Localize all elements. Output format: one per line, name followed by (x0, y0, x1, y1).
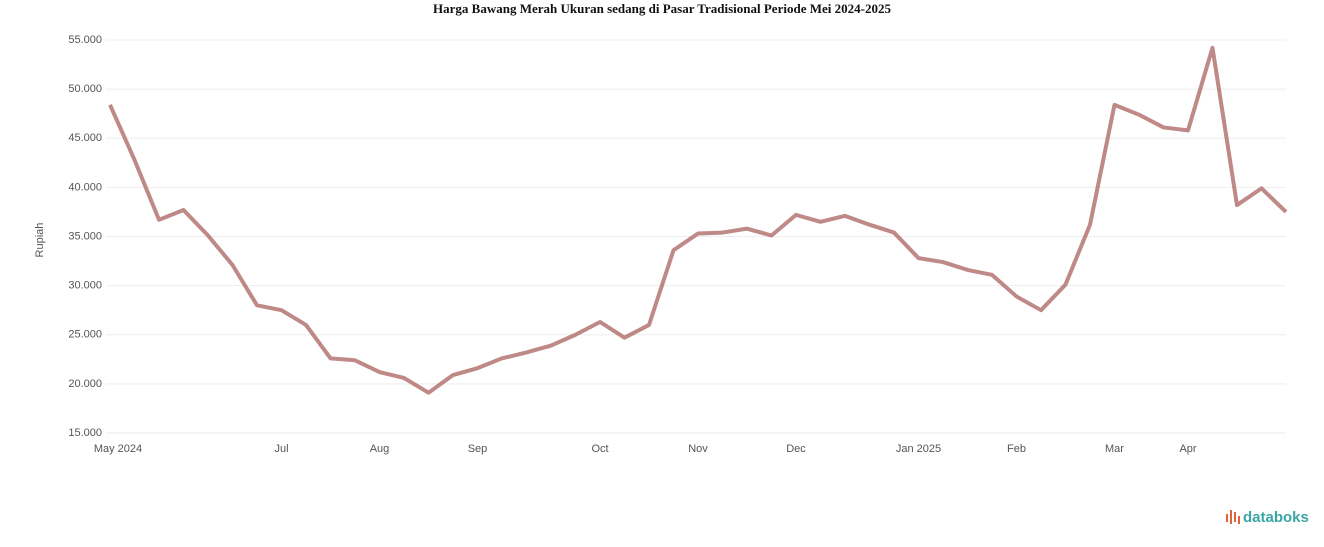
x-tick-label: Apr (1179, 443, 1196, 455)
source-logo: databoks (1243, 509, 1309, 526)
y-tick-label: 20.000 (68, 378, 102, 390)
y-tick-label: 15.000 (68, 427, 102, 439)
chart-title: Harga Bawang Merah Ukuran sedang di Pasa… (433, 1, 891, 16)
x-tick-label: May 2024 (94, 443, 142, 455)
y-axis-label: Rupiah (34, 223, 46, 258)
x-tick-label: Dec (786, 443, 806, 455)
x-tick-label: Aug (370, 443, 390, 455)
y-tick-label: 30.000 (68, 280, 102, 292)
x-tick-label: Mar (1105, 443, 1124, 455)
x-tick-label: Oct (591, 443, 608, 455)
x-tick-label: Feb (1007, 443, 1026, 455)
y-tick-label: 35.000 (68, 230, 102, 242)
y-tick-label: 55.000 (68, 34, 102, 46)
y-tick-label: 40.000 (68, 181, 102, 193)
y-tick-label: 50.000 (68, 83, 102, 95)
line (108, 45, 1288, 395)
x-tick-label: Jan 2025 (896, 443, 941, 455)
y-tick-label: 45.000 (68, 132, 102, 144)
x-tick-label: Nov (688, 443, 708, 455)
x-tick-label: Sep (468, 443, 488, 455)
logo-icon (1226, 510, 1240, 524)
x-tick-label: Jul (274, 443, 288, 455)
y-tick-label: 25.000 (68, 329, 102, 341)
